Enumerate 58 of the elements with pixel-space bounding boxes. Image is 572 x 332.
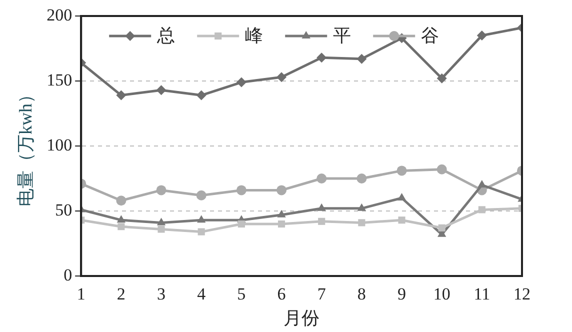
point: [196, 90, 206, 100]
point: [318, 218, 326, 225]
x-tick-label: 1: [76, 284, 86, 304]
x-tick-label: 12: [514, 284, 530, 304]
point: [476, 30, 487, 40]
x-tick-label: 2: [116, 284, 126, 304]
y-tick-label: 50: [55, 200, 72, 220]
legend-label: 平: [333, 26, 352, 46]
point: [116, 196, 126, 206]
point: [156, 218, 166, 226]
point: [116, 215, 126, 223]
point: [236, 185, 246, 196]
x-axis-title: 月份: [284, 308, 320, 328]
point: [436, 164, 447, 174]
legend-label: 谷: [421, 26, 440, 46]
point: [276, 185, 287, 196]
y-tick-label: 100: [46, 135, 72, 154]
y-tick-label: 150: [46, 70, 72, 90]
x-tick-label: 6: [277, 284, 286, 304]
x-tick-label: 7: [317, 284, 326, 304]
point: [198, 228, 205, 236]
x-tick-label: 3: [157, 284, 166, 304]
legend-label: 峰: [245, 26, 264, 46]
point: [276, 72, 287, 82]
point: [116, 90, 126, 100]
point: [316, 52, 327, 63]
point: [398, 216, 406, 224]
x-tick-label: 9: [398, 284, 406, 304]
point: [356, 54, 367, 64]
point: [277, 210, 286, 218]
y-tick-label: 200: [46, 5, 72, 24]
point: [236, 77, 246, 88]
point: [396, 166, 407, 176]
point: [397, 193, 406, 200]
x-tick-label: 5: [237, 284, 246, 304]
point: [317, 203, 326, 211]
x-tick-label: 4: [197, 284, 206, 304]
point: [316, 174, 327, 184]
point: [156, 185, 166, 196]
x-tick-label: 8: [357, 284, 366, 304]
point: [158, 226, 165, 233]
point: [478, 206, 486, 214]
x-tick-label: 11: [474, 284, 490, 304]
y-axis-title: 电量（万kwh）: [16, 86, 36, 206]
point: [438, 224, 446, 232]
point: [357, 203, 366, 211]
x-tick-label: 10: [433, 284, 450, 304]
point: [238, 220, 245, 228]
point: [196, 190, 206, 200]
point: [278, 220, 286, 228]
point: [118, 223, 125, 230]
point: [358, 219, 366, 226]
point: [197, 215, 206, 223]
point: [156, 85, 166, 96]
point: [436, 73, 447, 84]
y-tick-label: 0: [64, 265, 72, 284]
legend-label: 总: [156, 26, 176, 46]
point: [356, 174, 367, 184]
